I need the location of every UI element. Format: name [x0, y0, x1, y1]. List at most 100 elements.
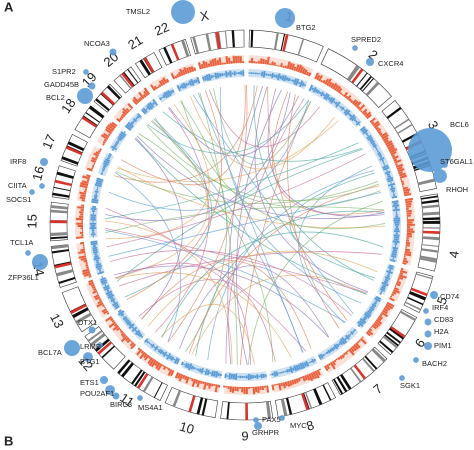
- blue-track: [140, 98, 159, 116]
- blue-track-bar: [381, 159, 385, 163]
- blue-track-bar: [94, 183, 102, 188]
- blue-track-bar: [344, 337, 348, 341]
- red-track-bar: [93, 294, 100, 299]
- red-track-bar: [234, 386, 237, 391]
- red-track-bar: [241, 386, 244, 393]
- blue-track-bar: [256, 374, 259, 379]
- red-track-bar: [109, 122, 116, 129]
- blue-track-bar: [132, 120, 135, 123]
- red-track-bar: [162, 77, 168, 84]
- red-track-bar: [406, 212, 412, 215]
- blue-track-bar: [106, 289, 110, 293]
- link: [147, 100, 309, 154]
- red-track-bar: [179, 68, 184, 76]
- blue-track-bar: [248, 72, 251, 74]
- red-track-bar: [322, 79, 326, 84]
- blue-track-bar: [104, 158, 111, 162]
- blue-track-bar: [373, 301, 377, 305]
- red-track-bar: [277, 65, 281, 67]
- red-track-bar: [266, 385, 270, 393]
- blue-track-bar: [96, 179, 103, 184]
- red-track-bar: [83, 272, 91, 277]
- red-track-bar: [209, 60, 213, 67]
- blue-track-bar: [227, 72, 230, 76]
- red-track-bar: [120, 335, 128, 343]
- blue-track-bar: [130, 121, 134, 125]
- red-track-bar: [406, 232, 412, 236]
- red-track-bar: [278, 383, 282, 391]
- blue-track-bar: [168, 355, 173, 360]
- link: [197, 92, 304, 353]
- blue-track-bar: [392, 257, 395, 260]
- blue-track-bar: [91, 200, 99, 204]
- blue-track-bar: [365, 132, 368, 135]
- centromere: [410, 287, 428, 297]
- red-track-bar: [405, 246, 407, 249]
- red-track-bar: [225, 385, 228, 388]
- blue-track-bar: [386, 173, 391, 176]
- link: [120, 84, 246, 186]
- blue-track-bar: [341, 336, 348, 344]
- blue-track-bar: [372, 144, 377, 148]
- red-track-bar: [211, 383, 214, 387]
- gene-label: RHOH: [446, 185, 468, 194]
- ideogram-band: [131, 369, 143, 385]
- ideogram-band: [340, 374, 352, 390]
- red-track-bar: [207, 63, 211, 68]
- gene-bubble: [25, 250, 31, 256]
- ideogram-band: [422, 236, 440, 241]
- ideogram-band: [356, 72, 368, 87]
- ideogram-band: [336, 376, 348, 393]
- red-track-bar: [115, 326, 121, 332]
- blue-track-bar: [338, 340, 344, 346]
- ideogram-band: [422, 204, 440, 209]
- blue-track-bar: [240, 71, 243, 75]
- blue-track-bar: [347, 334, 351, 338]
- red-track: [130, 87, 151, 105]
- blue-track-bar: [90, 240, 98, 244]
- gene-bubble: [105, 385, 115, 395]
- red-track-bar: [346, 94, 352, 101]
- ideogram-band: [379, 340, 394, 354]
- red-track-bar: [203, 381, 207, 390]
- blue-track-bar: [349, 333, 352, 336]
- red-track-bar: [91, 285, 96, 290]
- gene-label: ZFP36L1: [8, 273, 39, 282]
- ideogram-band: [181, 39, 190, 57]
- red-track-bar: [406, 223, 415, 226]
- blue-track-bar: [100, 277, 106, 281]
- ideogram-band: [56, 269, 74, 277]
- link: [191, 274, 367, 355]
- red-track-bar: [312, 371, 318, 379]
- blue-track-bar: [379, 155, 383, 159]
- blue-track-bar: [235, 72, 238, 75]
- red-track-bar: [88, 279, 94, 284]
- blue-track-bar: [325, 94, 330, 101]
- blue-track-bar: [368, 308, 373, 313]
- red-track-bar: [76, 222, 84, 225]
- link: [108, 192, 382, 257]
- red-track-bar: [223, 385, 226, 388]
- gene-bubble: [32, 254, 48, 270]
- red-track-bar: [80, 213, 84, 216]
- red-track-bar: [286, 380, 291, 387]
- blue-track-bar: [394, 221, 400, 224]
- blue-track-bar: [395, 232, 398, 235]
- red-track-bar: [147, 357, 154, 365]
- blue-track-bar: [327, 349, 331, 354]
- ideogram-band: [67, 141, 85, 152]
- red-track-bar: [81, 220, 84, 223]
- red-track-bar: [402, 185, 404, 188]
- red-track-bar: [289, 380, 293, 386]
- red-track-bar: [257, 60, 260, 64]
- blue-track-bar: [249, 374, 253, 380]
- blue-track-bar: [218, 73, 222, 78]
- chromosome-label: 22: [152, 19, 171, 38]
- red-track-bar: [404, 197, 414, 202]
- chromosome-label: 17: [39, 132, 58, 151]
- ideogram-band: [422, 220, 440, 224]
- red-track-bar: [167, 367, 171, 371]
- red-track-bar: [299, 376, 303, 379]
- blue-track-bar: [361, 128, 367, 133]
- blue-track-bar: [157, 348, 162, 353]
